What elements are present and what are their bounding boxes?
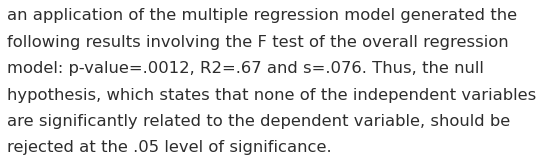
Text: are significantly related to the dependent variable, should be: are significantly related to the depende… — [7, 114, 510, 129]
Text: rejected at the .05 level of significance.: rejected at the .05 level of significanc… — [7, 140, 331, 155]
Text: an application of the multiple regression model generated the: an application of the multiple regressio… — [7, 8, 517, 23]
Text: following results involving the F test of the overall regression: following results involving the F test o… — [7, 35, 508, 50]
Text: model: p-value=.0012, R2=.67 and s=.076. Thus, the null: model: p-value=.0012, R2=.67 and s=.076.… — [7, 61, 484, 76]
Text: hypothesis, which states that none of the independent variables: hypothesis, which states that none of th… — [7, 88, 536, 103]
